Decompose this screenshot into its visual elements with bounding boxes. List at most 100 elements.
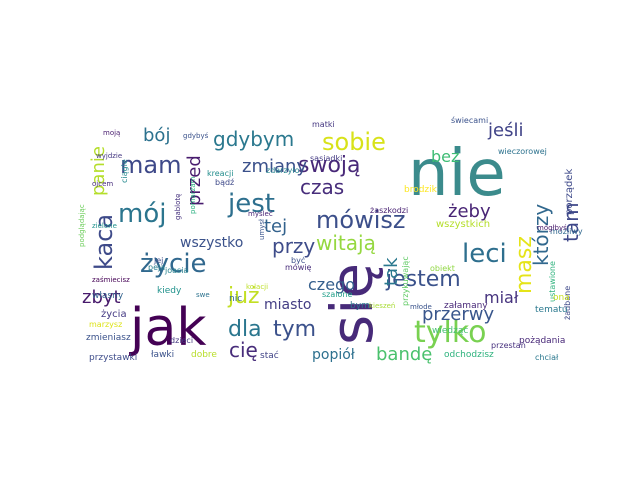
- word-cloud-word: przerwy: [422, 304, 494, 325]
- word-cloud-word: odchodzisz: [444, 350, 494, 360]
- word-cloud-word: czas: [300, 175, 344, 199]
- word-cloud-word: swoją: [298, 153, 361, 178]
- word-cloud-word: być: [291, 255, 305, 265]
- word-cloud-word: stać: [260, 350, 279, 361]
- word-cloud-word: zmieniasz: [86, 333, 131, 343]
- word-cloud-word: obiekt: [430, 264, 455, 273]
- word-cloud-word: nie: [408, 137, 506, 211]
- word-cloud-word: mam: [120, 151, 181, 179]
- word-cloud-word: myśleć: [248, 210, 273, 218]
- word-cloud-word: bym: [350, 301, 370, 311]
- word-cloud-word: ona: [553, 293, 570, 303]
- word-cloud-word: dzieci: [170, 336, 193, 345]
- word-cloud-word: ciągle: [120, 159, 129, 183]
- word-cloud-word: żaszkodzi: [370, 206, 408, 215]
- word-cloud-word: podglądając: [78, 204, 86, 247]
- word-cloud-word: cię: [229, 338, 258, 362]
- word-cloud-word: przestań: [491, 341, 526, 350]
- word-cloud-word: mówisz: [316, 206, 405, 234]
- word-cloud-word: przy: [272, 234, 315, 258]
- word-cloud-word: mój: [118, 199, 166, 229]
- word-cloud-word: bandę: [376, 344, 432, 365]
- word-cloud-word: matki: [312, 120, 335, 129]
- word-cloud-word: mógłbyś: [537, 224, 567, 232]
- word-cloud-word: tej: [264, 216, 287, 237]
- word-cloud-word: wszystkich: [436, 219, 490, 230]
- word-cloud-word: bój: [143, 125, 170, 146]
- word-cloud-word: wiedząc: [432, 326, 468, 336]
- word-cloud-word: zaśmiecisz: [92, 276, 130, 284]
- word-cloud-word: sąsiadki: [310, 154, 342, 163]
- word-cloud-word: dobre: [191, 350, 217, 360]
- word-cloud-word: pożądania: [519, 336, 565, 346]
- word-cloud-word: marzysz: [89, 320, 122, 329]
- word-cloud-word: dla: [228, 317, 262, 342]
- word-cloud-word: sobie: [322, 128, 386, 156]
- word-cloud-word: tym: [273, 317, 316, 342]
- word-cloud-word: swe: [196, 291, 210, 299]
- word-cloud-word: żadbane: [563, 286, 572, 320]
- word-cloud-word: jestem: [385, 267, 461, 292]
- word-cloud-word: własny: [92, 291, 124, 301]
- word-cloud-word: gdybyś: [183, 132, 209, 140]
- word-cloud-word: świecami: [451, 115, 488, 125]
- word-cloud-word: masz: [512, 236, 537, 294]
- word-cloud-word: miał: [484, 288, 519, 307]
- word-cloud-word: joasia: [164, 266, 188, 275]
- word-cloud-word: kieszeń: [369, 302, 395, 310]
- word-cloud-word: bez: [431, 147, 459, 166]
- word-cloud-word: jest: [227, 189, 275, 219]
- word-cloud-word: tylko: [414, 315, 487, 350]
- word-cloud-word: życie: [140, 249, 207, 279]
- word-cloud-word: kiedy: [157, 286, 182, 296]
- word-cloud-word: tam: [559, 202, 583, 242]
- word-cloud-word: jeśli: [487, 120, 523, 141]
- word-cloud-word: tematu: [535, 305, 568, 315]
- word-cloud-word: kreacji: [207, 169, 233, 178]
- word-cloud-word: przystawki: [89, 353, 137, 363]
- word-cloud-word: zdarzyło: [266, 166, 300, 175]
- word-cloud-word: tak: [381, 257, 402, 286]
- word-cloud-word: gablotę: [174, 194, 182, 220]
- word-cloud-word: umysł: [258, 219, 266, 240]
- word-cloud-word: jak: [129, 298, 206, 358]
- word-cloud-word: witają: [316, 231, 376, 255]
- word-cloud-word: miasto: [264, 297, 311, 313]
- word-cloud-word: przed: [184, 155, 205, 206]
- word-cloud-word: leci: [462, 239, 507, 269]
- word-cloud-word: możliwy: [550, 227, 583, 236]
- word-cloud-word: mówię: [285, 262, 311, 272]
- word-cloud-word: popiół: [312, 347, 355, 363]
- word-cloud-word: wyjdzie: [96, 152, 122, 160]
- word-cloud-word: zielone: [92, 222, 117, 230]
- word-cloud-word: czego: [308, 275, 355, 294]
- word-cloud-word: wszystko: [180, 235, 243, 251]
- word-cloud-word: pomarzam: [189, 176, 197, 214]
- word-cloud-word: jej: [153, 256, 163, 265]
- word-cloud-word: się: [318, 263, 386, 345]
- word-cloud-word: bądź: [215, 178, 234, 187]
- word-cloud-word: kolacji: [246, 283, 268, 291]
- word-cloud-word: ławki: [151, 350, 174, 360]
- word-cloud-word: gdybym: [213, 127, 294, 151]
- word-cloud-word: zbyt: [82, 287, 121, 308]
- word-cloud-word: przykuwając: [401, 256, 410, 306]
- word-cloud-word: porządek: [564, 169, 575, 215]
- word-cloud-word: zmiany: [242, 156, 307, 177]
- word-cloud-word: brodzik: [404, 185, 438, 195]
- word-cloud-word: ustawione: [548, 261, 557, 302]
- word-cloud-word: żeby: [448, 201, 491, 222]
- word-cloud-word: już: [227, 284, 260, 309]
- word-cloud-word: chciał: [535, 353, 559, 362]
- word-cloud-word: którzy: [529, 204, 553, 266]
- word-cloud-word: życia: [101, 309, 127, 320]
- word-cloud-word: młode: [410, 303, 432, 311]
- word-cloud-word: szalone: [322, 290, 352, 299]
- word-cloud-word: załamany: [444, 301, 488, 311]
- word-cloud-word: peja: [148, 263, 165, 272]
- word-cloud-word: ojcem: [92, 180, 113, 188]
- word-cloud-word: nic: [229, 294, 242, 304]
